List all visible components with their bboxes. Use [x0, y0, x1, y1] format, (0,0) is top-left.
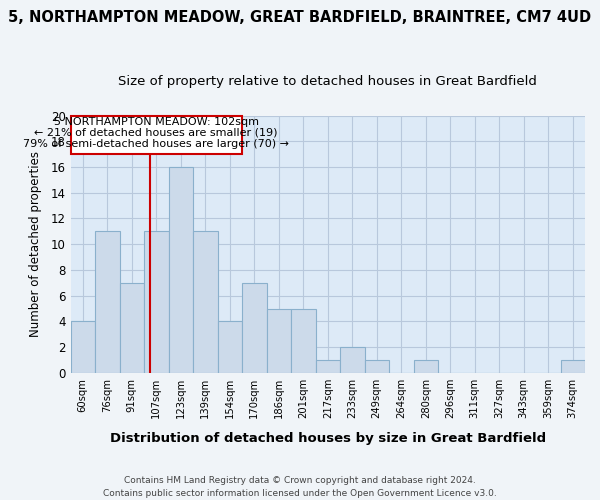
Bar — [560, 360, 585, 373]
Text: ← 21% of detached houses are smaller (19): ← 21% of detached houses are smaller (19… — [35, 128, 278, 138]
Y-axis label: Number of detached properties: Number of detached properties — [29, 151, 43, 337]
Bar — [144, 232, 169, 373]
Bar — [291, 308, 316, 373]
Bar — [365, 360, 389, 373]
Bar — [95, 232, 119, 373]
Bar — [340, 347, 365, 373]
Title: Size of property relative to detached houses in Great Bardfield: Size of property relative to detached ho… — [118, 75, 537, 88]
X-axis label: Distribution of detached houses by size in Great Bardfield: Distribution of detached houses by size … — [110, 432, 546, 445]
Bar — [266, 308, 291, 373]
Bar — [242, 283, 266, 373]
Text: 79% of semi-detached houses are larger (70) →: 79% of semi-detached houses are larger (… — [23, 139, 289, 149]
Text: 5, NORTHAMPTON MEADOW, GREAT BARDFIELD, BRAINTREE, CM7 4UD: 5, NORTHAMPTON MEADOW, GREAT BARDFIELD, … — [8, 10, 592, 25]
Bar — [413, 360, 438, 373]
Bar — [169, 167, 193, 373]
Bar — [316, 360, 340, 373]
Text: 5 NORTHAMPTON MEADOW: 102sqm: 5 NORTHAMPTON MEADOW: 102sqm — [54, 117, 259, 127]
Text: Contains HM Land Registry data © Crown copyright and database right 2024.
Contai: Contains HM Land Registry data © Crown c… — [103, 476, 497, 498]
Bar — [193, 232, 218, 373]
Bar — [119, 283, 144, 373]
Bar — [71, 322, 95, 373]
FancyBboxPatch shape — [71, 116, 242, 154]
Bar — [218, 322, 242, 373]
